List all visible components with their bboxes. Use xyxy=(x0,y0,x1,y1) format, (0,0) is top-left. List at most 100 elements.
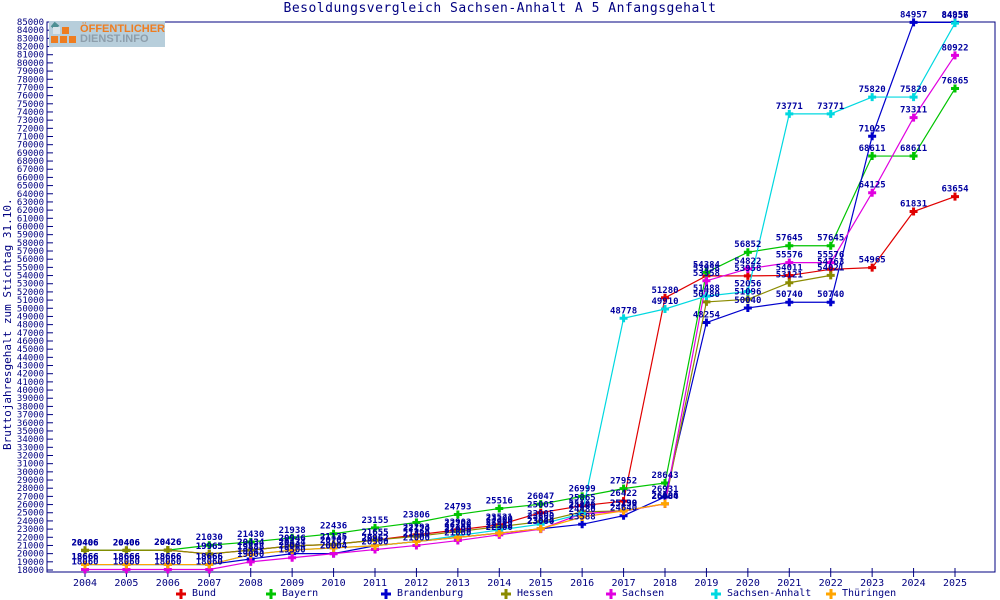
data-point-marker xyxy=(785,258,794,267)
logo-line2: DIENST.INFO xyxy=(80,33,149,45)
x-tick-label: 2017 xyxy=(612,578,636,589)
point-value-label: 23588 xyxy=(569,512,596,522)
y-tick-label: 43000 xyxy=(17,362,44,372)
data-point-marker xyxy=(205,541,214,550)
x-tick-label: 2014 xyxy=(487,578,511,589)
data-point-marker xyxy=(246,557,255,566)
y-tick-label: 46000 xyxy=(17,337,44,347)
legend-label: Bund xyxy=(192,588,217,599)
point-value-label: 23044 xyxy=(527,517,555,527)
data-point-marker xyxy=(288,546,297,555)
point-value-label: 18666 xyxy=(196,553,223,563)
y-tick-label: 41000 xyxy=(17,378,44,388)
point-value-label: 23000 xyxy=(527,517,554,527)
point-value-label: 71025 xyxy=(859,124,886,134)
y-tick-label: 70000 xyxy=(17,141,44,151)
point-value-label: 20004 xyxy=(279,542,307,552)
data-point-marker xyxy=(868,263,877,272)
legend-marker-icon xyxy=(266,588,276,599)
y-tick-label: 38000 xyxy=(17,402,44,412)
point-value-label: 22512 xyxy=(486,521,513,531)
point-value-label: 24880 xyxy=(569,502,596,512)
y-tick-label: 44000 xyxy=(17,353,44,363)
point-value-label: 20434 xyxy=(279,538,307,548)
chart-title: Besoldungsvergleich Sachsen-Anhalt A 5 A… xyxy=(283,1,717,16)
point-value-label: 22512 xyxy=(486,521,513,531)
data-point-marker xyxy=(743,248,752,257)
point-value-label: 57645 xyxy=(817,234,844,244)
point-value-label: 19888 xyxy=(237,543,264,553)
point-value-label: 18060 xyxy=(71,558,98,568)
y-tick-label: 62000 xyxy=(17,206,44,216)
logo-grid-icon xyxy=(50,21,78,45)
point-value-label: 54822 xyxy=(734,257,761,267)
point-value-label: 27952 xyxy=(610,477,637,487)
x-tick-label: 2013 xyxy=(446,578,470,589)
y-tick-label: 57000 xyxy=(17,247,44,257)
y-tick-label: 61000 xyxy=(17,214,44,224)
point-value-label: 76865 xyxy=(941,77,968,87)
point-value-label: 23300 xyxy=(486,515,513,525)
point-value-label: 54384 xyxy=(693,260,721,270)
y-tick-label: 25000 xyxy=(17,509,44,519)
y-tick-label: 67000 xyxy=(17,165,44,175)
data-point-marker xyxy=(951,192,959,201)
y-tick-label: 36000 xyxy=(17,419,44,429)
data-point-marker xyxy=(826,298,835,307)
y-tick-label: 71000 xyxy=(17,133,44,143)
site-logo[interactable]: ÖFFENTLICHER DIENST.INFO xyxy=(49,21,165,47)
y-tick-label: 33000 xyxy=(17,443,44,453)
x-tick-label: 2025 xyxy=(943,578,967,589)
legend-item-hessen: Hessen xyxy=(500,587,553,600)
y-tick-label: 77000 xyxy=(17,83,44,93)
x-tick-label: 2009 xyxy=(280,578,304,589)
y-tick-label: 26000 xyxy=(17,501,44,511)
y-tick-label: 73000 xyxy=(17,116,44,126)
data-point-marker xyxy=(951,51,959,60)
x-tick-label: 2006 xyxy=(156,578,180,589)
point-value-label: 18666 xyxy=(71,553,98,563)
data-point-marker xyxy=(785,271,794,280)
point-value-label: 75820 xyxy=(900,85,927,95)
point-value-label: 22200 xyxy=(444,524,471,534)
point-value-label: 51096 xyxy=(734,287,761,297)
point-value-label: 20962 xyxy=(361,534,388,544)
data-point-marker xyxy=(909,152,918,161)
point-value-label: 61831 xyxy=(900,200,927,210)
legend-item-thringen: Thüringen xyxy=(825,587,896,600)
legend-label: Sachsen-Anhalt xyxy=(727,588,812,599)
y-tick-label: 69000 xyxy=(17,149,44,159)
y-tick-label: 42000 xyxy=(17,370,44,380)
point-value-label: 19000 xyxy=(237,550,264,560)
y-tick-label: 50000 xyxy=(17,304,44,314)
data-point-marker xyxy=(826,271,835,280)
y-tick-label: 20000 xyxy=(17,550,44,560)
point-value-label: 57645 xyxy=(776,234,803,244)
y-tick-label: 60000 xyxy=(17,222,44,232)
data-point-marker xyxy=(578,492,587,501)
x-tick-label: 2018 xyxy=(653,578,677,589)
y-tick-label: 39000 xyxy=(17,394,44,404)
x-tick-label: 2004 xyxy=(73,578,97,589)
data-point-marker xyxy=(661,478,669,487)
point-value-label: 51488 xyxy=(693,284,720,294)
y-tick-label: 23000 xyxy=(17,525,44,535)
y-tick-label: 34000 xyxy=(17,435,44,445)
legend-marker-icon xyxy=(826,588,836,599)
point-value-label: 21030 xyxy=(196,533,223,543)
x-tick-label: 2007 xyxy=(197,578,221,589)
data-point-marker xyxy=(81,546,89,555)
point-value-label: 48778 xyxy=(610,306,637,316)
point-value-label: 21655 xyxy=(361,528,388,538)
point-value-label: 73771 xyxy=(817,102,844,112)
point-value-label: 50780 xyxy=(693,290,720,300)
point-value-label: 20406 xyxy=(71,538,98,548)
point-value-label: 56852 xyxy=(734,240,761,250)
point-value-label: 19888 xyxy=(237,543,264,553)
data-point-marker xyxy=(288,553,297,562)
point-value-label: 24640 xyxy=(610,504,637,514)
point-value-label: 18666 xyxy=(71,553,98,563)
point-value-label: 18060 xyxy=(154,558,181,568)
point-value-label: 53358 xyxy=(693,269,720,279)
y-tick-label: 22000 xyxy=(17,533,44,543)
